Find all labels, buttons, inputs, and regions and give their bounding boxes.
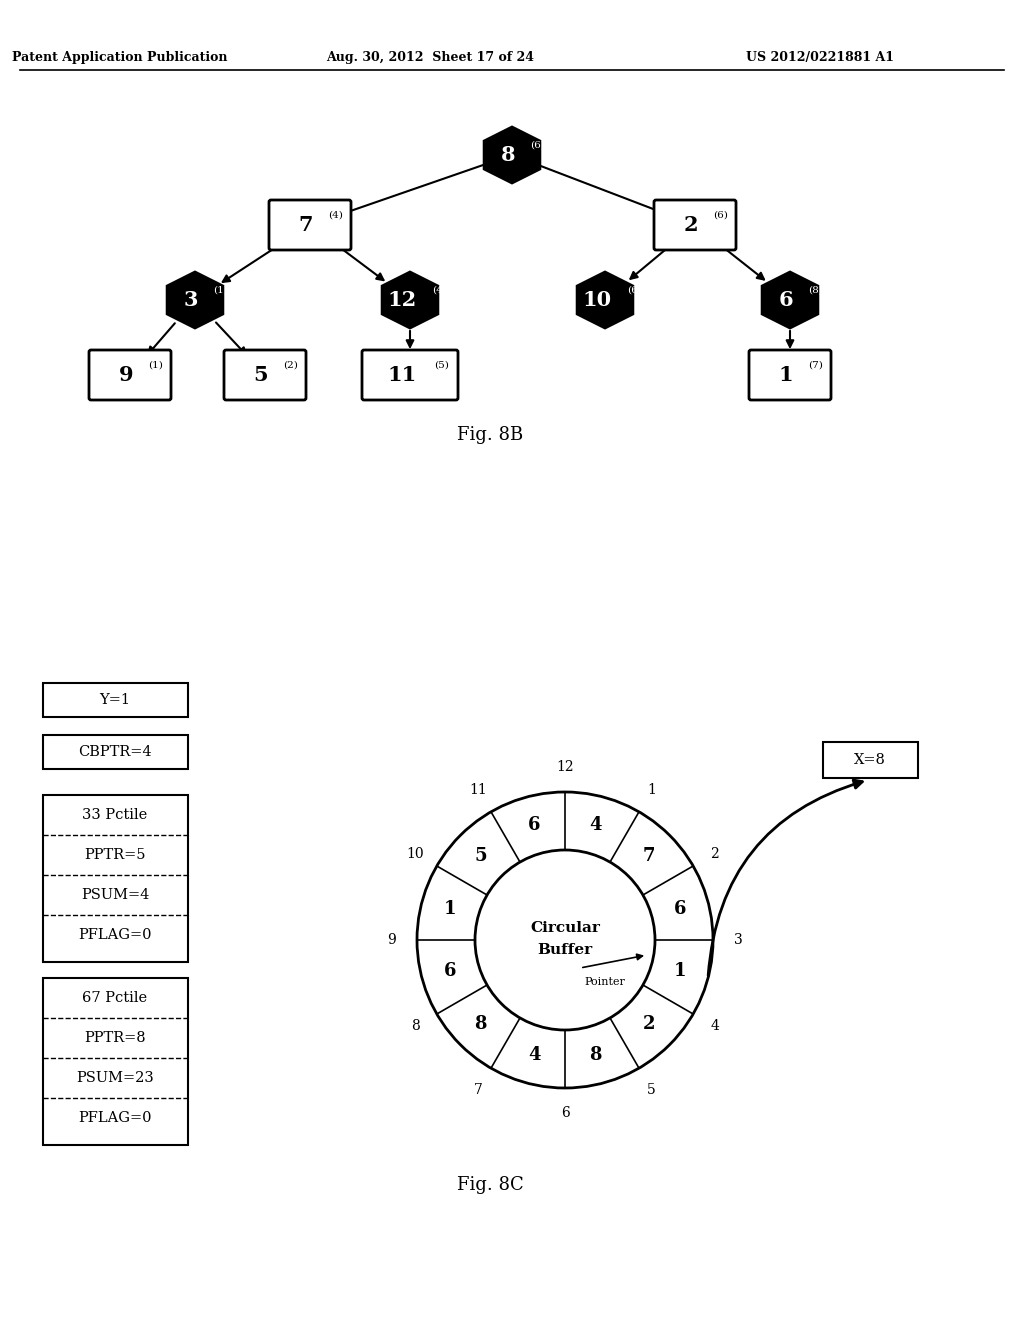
Polygon shape	[382, 272, 438, 327]
Text: 8: 8	[501, 145, 515, 165]
Text: 10: 10	[407, 846, 424, 861]
Text: (6): (6)	[713, 210, 728, 219]
Text: Patent Application Publication: Patent Application Publication	[12, 51, 227, 65]
Text: Fig. 8C: Fig. 8C	[457, 1176, 523, 1195]
Text: 6: 6	[560, 1106, 569, 1119]
Text: 5: 5	[254, 366, 268, 385]
Text: PPTR=5: PPTR=5	[84, 847, 145, 862]
FancyBboxPatch shape	[269, 201, 351, 249]
Bar	[43, 795, 187, 962]
Text: PFLAG=0: PFLAG=0	[78, 928, 152, 942]
Text: 10: 10	[583, 290, 611, 310]
Text: 1: 1	[647, 783, 656, 797]
Text: (6): (6)	[530, 140, 545, 149]
Text: (2): (2)	[283, 360, 298, 370]
Text: 67 Pctile: 67 Pctile	[83, 991, 147, 1005]
FancyArrowPatch shape	[709, 780, 862, 975]
Text: (4): (4)	[432, 285, 446, 294]
Text: Fig. 8B: Fig. 8B	[457, 426, 523, 444]
Text: Circular: Circular	[530, 921, 600, 935]
Bar	[43, 735, 187, 770]
Text: 12: 12	[556, 760, 573, 774]
Text: (1): (1)	[213, 285, 228, 294]
Text: 5: 5	[647, 1082, 656, 1097]
Bar	[43, 682, 187, 717]
Text: PSUM=23: PSUM=23	[76, 1071, 154, 1085]
Text: Y=1: Y=1	[99, 693, 130, 708]
Text: 9: 9	[388, 933, 396, 946]
Text: PSUM=4: PSUM=4	[81, 888, 150, 902]
Text: (1): (1)	[148, 360, 163, 370]
Bar	[43, 978, 187, 1144]
Text: 4: 4	[590, 816, 602, 834]
FancyBboxPatch shape	[654, 201, 736, 249]
Text: PPTR=8: PPTR=8	[84, 1031, 145, 1045]
Text: 2: 2	[684, 215, 698, 235]
Text: 7: 7	[299, 215, 313, 235]
Text: 2: 2	[643, 1015, 655, 1034]
Text: Buffer: Buffer	[538, 942, 593, 957]
FancyBboxPatch shape	[362, 350, 458, 400]
Text: 6: 6	[674, 900, 686, 919]
Text: X=8: X=8	[854, 752, 886, 767]
Text: 7: 7	[643, 847, 655, 865]
FancyBboxPatch shape	[749, 350, 831, 400]
Text: 4: 4	[528, 1045, 541, 1064]
Text: 6: 6	[778, 290, 794, 310]
Text: (6): (6)	[627, 285, 642, 294]
Text: (4): (4)	[328, 210, 343, 219]
Text: Aug. 30, 2012  Sheet 17 of 24: Aug. 30, 2012 Sheet 17 of 24	[326, 51, 534, 65]
Text: 7: 7	[474, 1082, 483, 1097]
Bar	[822, 742, 918, 777]
Text: 4: 4	[711, 1019, 719, 1034]
Text: (8): (8)	[808, 285, 823, 294]
FancyBboxPatch shape	[89, 350, 171, 400]
Text: US 2012/0221881 A1: US 2012/0221881 A1	[746, 51, 894, 65]
Polygon shape	[578, 272, 633, 327]
Text: 1: 1	[778, 366, 794, 385]
Text: 6: 6	[528, 816, 541, 834]
Text: 3: 3	[183, 290, 199, 310]
Text: 11: 11	[470, 783, 487, 797]
Text: PFLAG=0: PFLAG=0	[78, 1111, 152, 1125]
Circle shape	[475, 850, 655, 1030]
Text: 8: 8	[474, 1015, 487, 1034]
Text: 8: 8	[590, 1045, 602, 1064]
Circle shape	[417, 792, 713, 1088]
Text: 11: 11	[387, 366, 417, 385]
Text: 12: 12	[387, 290, 417, 310]
Text: 1: 1	[674, 962, 686, 979]
Text: 9: 9	[119, 366, 133, 385]
Polygon shape	[484, 127, 540, 183]
Text: 6: 6	[443, 962, 457, 979]
Polygon shape	[167, 272, 223, 327]
Text: 3: 3	[733, 933, 742, 946]
Text: 5: 5	[474, 847, 487, 865]
Text: (5): (5)	[434, 360, 449, 370]
Text: Pointer: Pointer	[585, 977, 626, 987]
Text: (7): (7)	[808, 360, 823, 370]
Polygon shape	[762, 272, 818, 327]
Text: 1: 1	[443, 900, 457, 919]
FancyBboxPatch shape	[224, 350, 306, 400]
Text: CBPTR=4: CBPTR=4	[78, 744, 152, 759]
Text: 8: 8	[411, 1019, 420, 1034]
Text: 2: 2	[711, 846, 719, 861]
Text: 33 Pctile: 33 Pctile	[82, 808, 147, 822]
